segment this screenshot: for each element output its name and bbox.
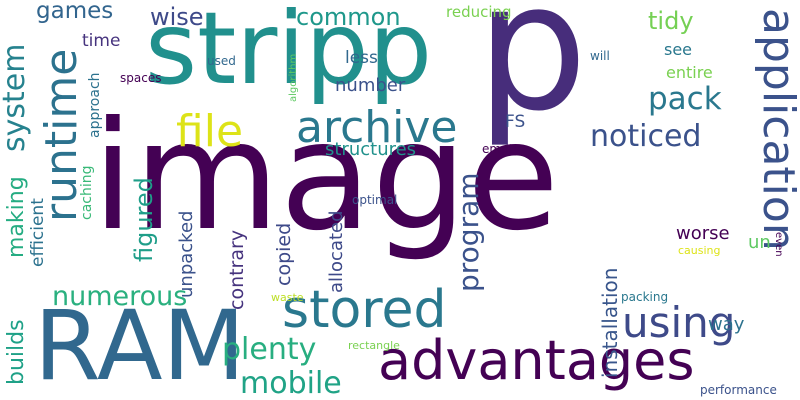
- word-stripp: stripp: [145, 0, 433, 107]
- word-image: image: [92, 90, 560, 264]
- word-using: using: [622, 298, 736, 347]
- word-common: common: [296, 3, 401, 31]
- word-copied: copied: [273, 222, 295, 286]
- word-used: used: [207, 54, 236, 68]
- word-ram: RAM: [34, 290, 246, 400]
- word-entire: entire: [666, 63, 713, 82]
- word-pack: pack: [648, 81, 722, 117]
- word-approach: approach: [87, 72, 103, 138]
- word-empty: empty: [482, 142, 521, 156]
- word-file: file: [176, 106, 244, 157]
- word-see: see: [664, 40, 693, 59]
- word-will: will: [590, 49, 610, 63]
- word-time: time: [82, 31, 121, 51]
- word-games: games: [36, 0, 114, 24]
- word-even: even: [773, 232, 784, 257]
- word-mobile: mobile: [240, 366, 342, 400]
- word-program: program: [452, 172, 485, 292]
- word-making: making: [4, 176, 29, 258]
- word-system: system: [0, 43, 32, 152]
- word-contrary: contrary: [226, 229, 248, 310]
- word-p: p: [476, 0, 588, 150]
- word-worse: worse: [676, 223, 730, 244]
- word-reducing: reducing: [446, 3, 512, 21]
- word-algorithm: algorithm: [288, 53, 299, 102]
- word-application: application: [753, 8, 800, 251]
- word-builds: builds: [4, 319, 29, 385]
- word-wise: wise: [150, 3, 204, 31]
- word-fs: FS: [505, 112, 526, 132]
- word-less: less: [345, 48, 378, 68]
- word-allocated: allocated: [326, 210, 347, 293]
- word-number: number: [335, 75, 406, 96]
- word-optimal: optimal: [352, 193, 398, 207]
- word-advantages: advantages: [378, 329, 695, 392]
- word-spaces: spaces: [120, 71, 162, 85]
- word-un: un: [748, 232, 771, 253]
- word-packing: packing: [621, 290, 669, 304]
- word-noticed: noticed: [590, 119, 702, 154]
- word-way: way: [708, 314, 745, 335]
- word-installation: installation: [598, 267, 622, 378]
- word-tidy: tidy: [648, 7, 694, 35]
- word-performance: performance: [700, 383, 777, 397]
- word-efficient: efficient: [28, 198, 48, 267]
- word-runtime: runtime: [36, 48, 87, 222]
- word-unpacked: unpacked: [176, 210, 197, 298]
- word-archive: archive: [296, 102, 458, 153]
- word-caching: caching: [79, 165, 95, 221]
- word-stored: stored: [282, 280, 447, 340]
- word-plenty: plenty: [222, 332, 317, 367]
- word-structures: structures: [325, 139, 417, 160]
- word-causing: causing: [678, 244, 721, 257]
- word-waste: waste: [271, 291, 304, 304]
- word-figured: figured: [130, 177, 158, 262]
- word-numerous: numerous: [52, 281, 188, 312]
- word-rectangle: rectangle: [348, 339, 400, 352]
